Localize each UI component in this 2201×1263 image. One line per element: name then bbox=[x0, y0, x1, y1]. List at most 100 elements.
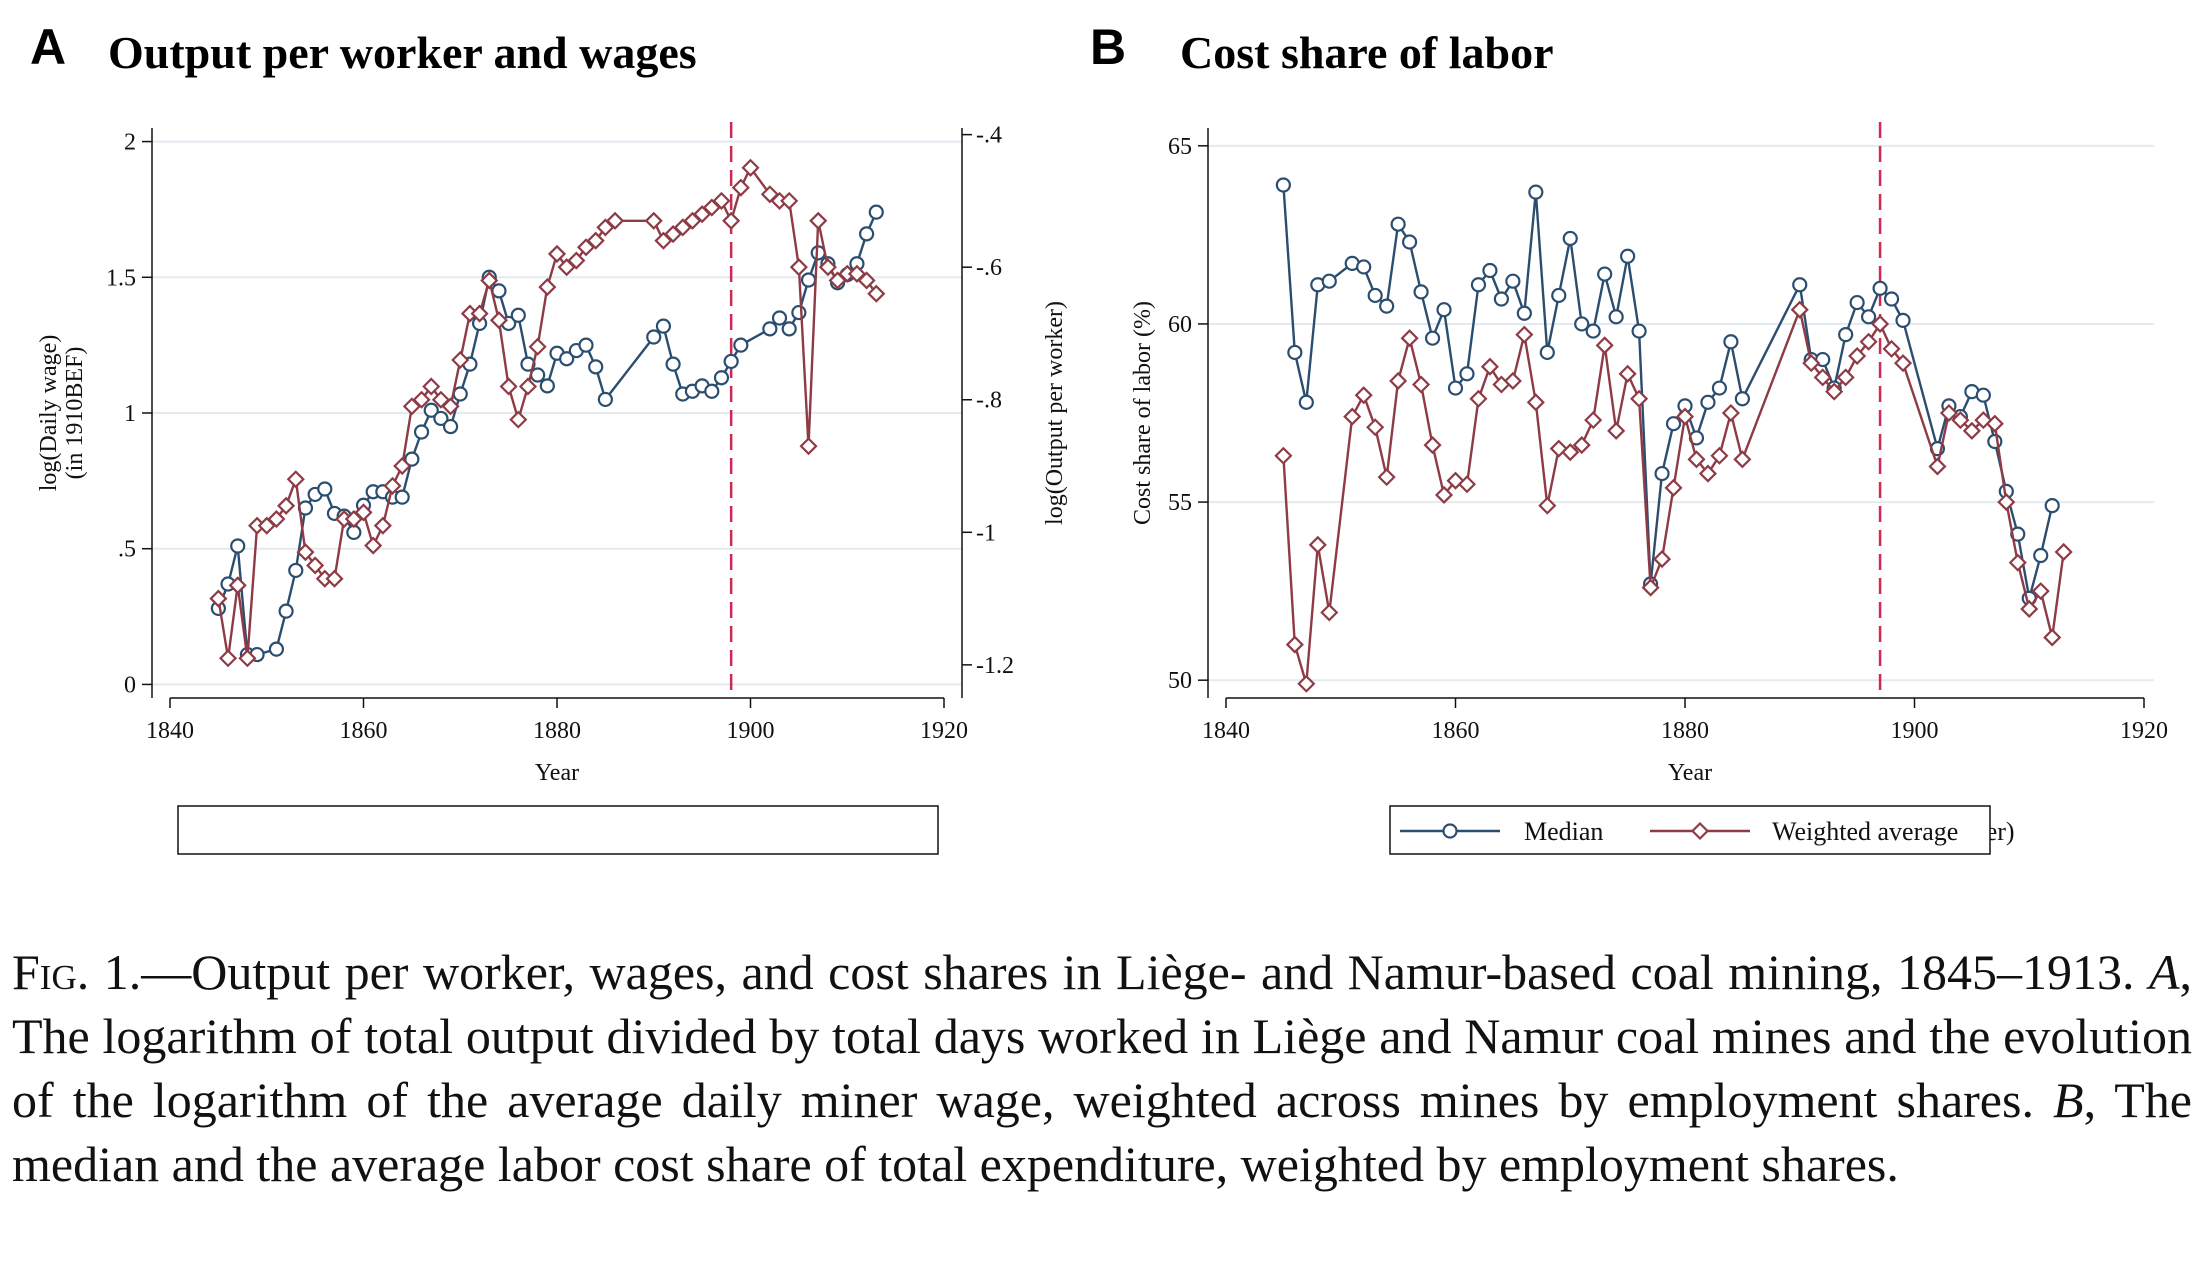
data-point bbox=[1859, 332, 1878, 351]
data-point bbox=[1620, 248, 1636, 264]
data-point bbox=[1895, 312, 1911, 328]
x-tick-label: 1860 bbox=[1432, 718, 1480, 744]
data-point bbox=[762, 321, 778, 337]
data-point bbox=[1675, 407, 1695, 426]
data-point bbox=[771, 310, 788, 326]
panel-b-legend-entries: Median Weighted average bbox=[1400, 817, 1958, 846]
series-line bbox=[1282, 308, 2065, 685]
data-point bbox=[509, 410, 528, 429]
data-point bbox=[1641, 578, 1660, 597]
data-point bbox=[858, 226, 875, 242]
data-point bbox=[1734, 391, 1750, 407]
data-point bbox=[296, 543, 315, 562]
data-point bbox=[1401, 234, 1418, 250]
y-tick-label: 2 bbox=[124, 130, 136, 156]
right-y-tick-label: -.6 bbox=[976, 255, 1002, 281]
data-point bbox=[528, 337, 547, 356]
data-point bbox=[1459, 366, 1475, 382]
caption-text-3: , The median and the average labor cost … bbox=[12, 1072, 2192, 1192]
data-point bbox=[868, 204, 884, 220]
right-y-tick-label: -.8 bbox=[976, 388, 1002, 414]
data-point bbox=[1526, 393, 1545, 412]
data-point bbox=[1447, 380, 1464, 396]
data-point bbox=[1987, 433, 2003, 450]
data-point bbox=[394, 489, 410, 505]
data-point bbox=[1343, 407, 1362, 426]
data-point bbox=[2043, 628, 2062, 647]
data-point bbox=[567, 251, 586, 270]
data-point bbox=[1505, 273, 1521, 289]
x-tick-label: 1900 bbox=[1891, 718, 1939, 744]
caption-panel-b-label: B bbox=[2053, 1072, 2084, 1128]
data-point bbox=[1733, 450, 1752, 469]
panel-b-y-label: Cost share of labor (%) bbox=[1130, 301, 1156, 525]
data-point bbox=[1962, 421, 1981, 440]
panel-b-series bbox=[1274, 177, 2073, 693]
right-y-tick-label: -1.2 bbox=[976, 653, 1014, 679]
data-point bbox=[1297, 674, 1316, 693]
x-tick-label: 1860 bbox=[340, 718, 388, 744]
data-point bbox=[1721, 403, 1740, 423]
data-point bbox=[1390, 216, 1406, 232]
data-point bbox=[1434, 485, 1454, 504]
data-point bbox=[2008, 553, 2027, 572]
data-point bbox=[704, 383, 720, 399]
data-point bbox=[1538, 496, 1557, 515]
data-point bbox=[722, 211, 741, 230]
data-point bbox=[1389, 371, 1408, 390]
right-y-tick-label: -.4 bbox=[976, 123, 1002, 149]
data-point bbox=[1860, 309, 1877, 325]
data-point bbox=[1321, 273, 1337, 289]
data-point bbox=[1687, 450, 1706, 469]
x-tick-label: 1840 bbox=[1202, 718, 1250, 744]
data-point bbox=[733, 337, 749, 353]
data-point bbox=[1482, 262, 1498, 279]
data-point bbox=[1516, 305, 1532, 321]
panel-a-right-y-label: log(Output per worker) bbox=[1042, 301, 1068, 525]
legend-label: Weighted average bbox=[1772, 817, 1958, 846]
data-point bbox=[1597, 266, 1613, 282]
y-tick-label: .5 bbox=[118, 537, 136, 563]
data-point bbox=[510, 307, 526, 323]
panel-a-gridlines bbox=[152, 140, 962, 686]
series-diamond bbox=[209, 158, 886, 668]
panel-a-left-y-label-2: (in 1910BEF) bbox=[62, 347, 88, 480]
data-point bbox=[442, 418, 459, 435]
data-point bbox=[1711, 380, 1728, 396]
data-point bbox=[867, 284, 886, 303]
y-tick-label: 0 bbox=[124, 672, 136, 698]
data-point bbox=[1882, 339, 1901, 358]
data-point bbox=[1274, 446, 1293, 465]
data-point bbox=[267, 509, 286, 529]
data-point bbox=[791, 304, 807, 321]
x-tick-label: 1920 bbox=[2120, 718, 2168, 744]
panel-b-x-label: Year bbox=[1668, 760, 1712, 786]
data-point bbox=[451, 350, 470, 370]
panel-b-letter: B bbox=[1090, 19, 1126, 75]
data-point bbox=[1654, 465, 1670, 482]
data-point bbox=[1792, 277, 1808, 293]
data-point bbox=[1630, 389, 1649, 408]
data-point bbox=[286, 470, 305, 489]
caption-panel-a-label: A bbox=[2148, 944, 2180, 1000]
data-point bbox=[354, 503, 373, 522]
data-point bbox=[412, 390, 431, 409]
data-point bbox=[1951, 411, 1970, 430]
data-point bbox=[1503, 371, 1522, 390]
data-point bbox=[441, 397, 460, 416]
data-point bbox=[1813, 368, 1832, 387]
data-point bbox=[404, 451, 420, 467]
data-point bbox=[1572, 436, 1591, 455]
x-tick-label: 1840 bbox=[146, 718, 194, 744]
right-y-tick-label: -1 bbox=[976, 520, 996, 546]
data-point bbox=[809, 211, 828, 230]
data-point bbox=[1790, 300, 1809, 319]
data-point bbox=[1664, 478, 1683, 497]
data-point bbox=[1883, 291, 1900, 307]
panel-b-gridlines bbox=[1208, 144, 2154, 682]
data-point bbox=[2020, 599, 2039, 618]
panel-a-letter: A bbox=[30, 19, 66, 75]
data-point bbox=[1848, 346, 1867, 366]
panel-a-left-y-ticks: 0 .5 1 1.5 2 bbox=[106, 130, 152, 698]
data-point bbox=[1480, 357, 1499, 376]
